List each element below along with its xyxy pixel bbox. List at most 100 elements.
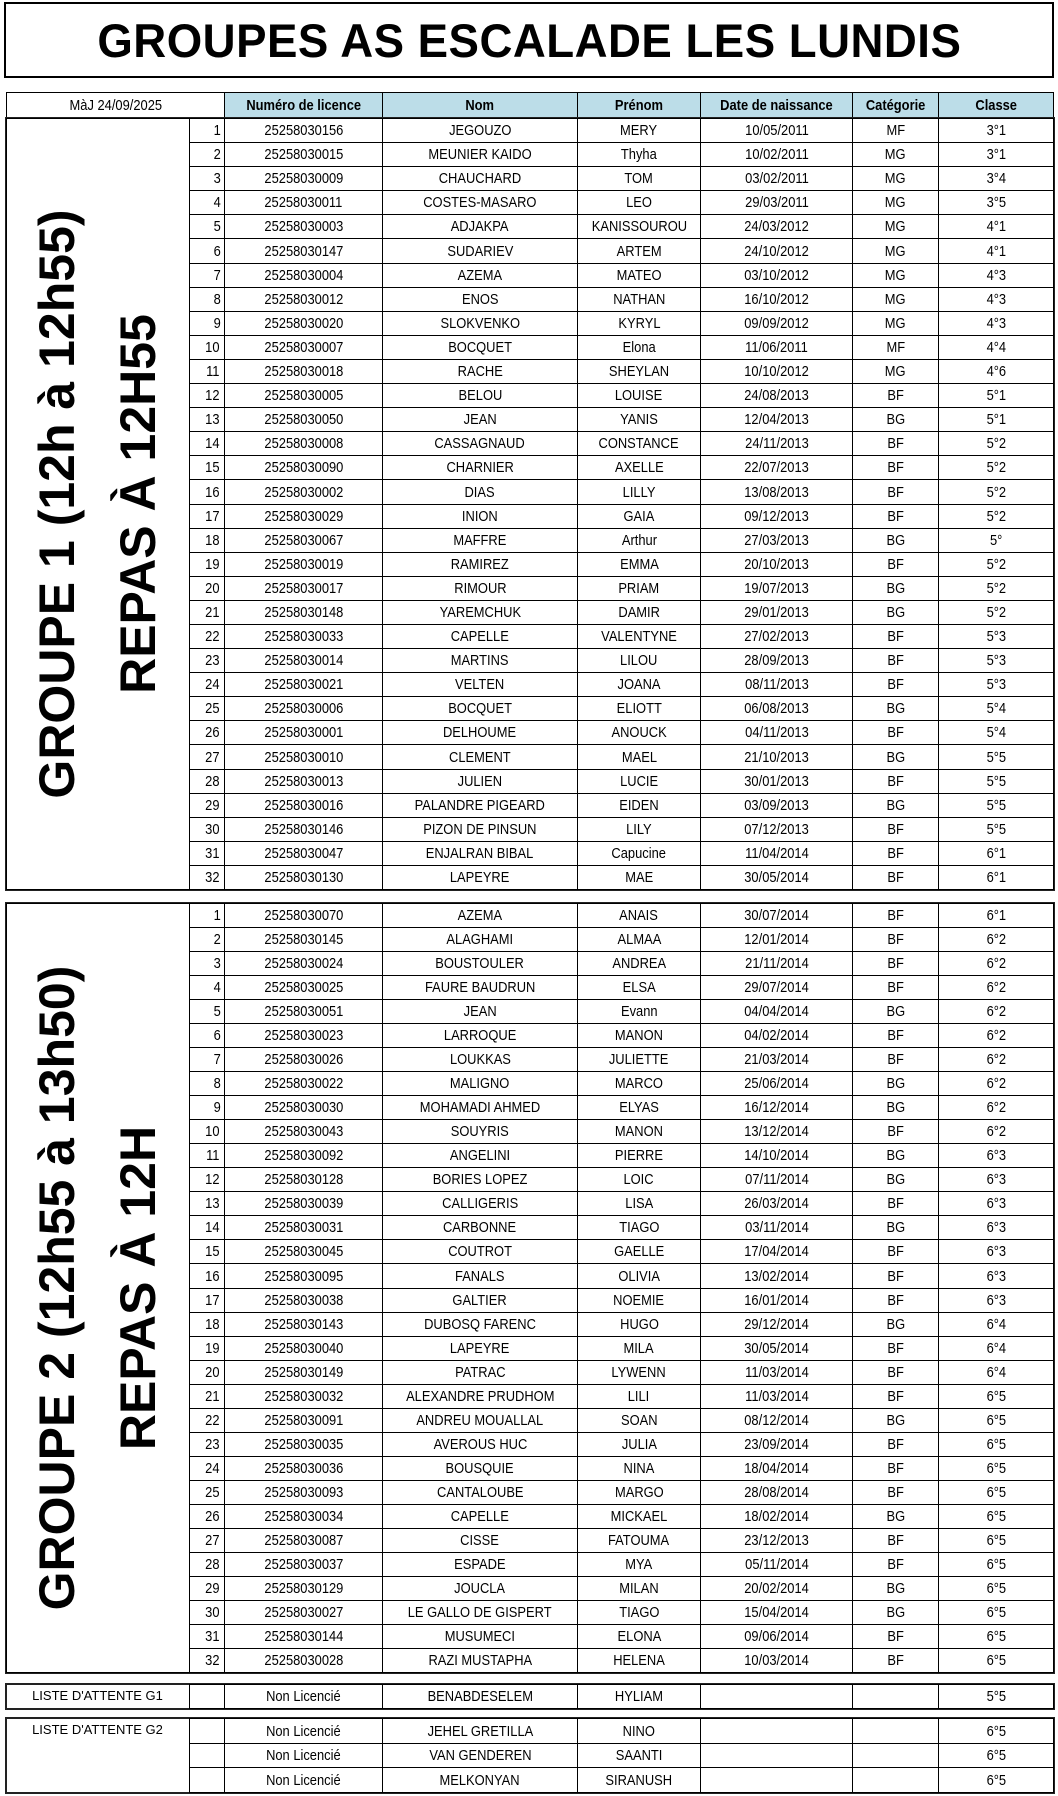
last-name-text: JULIEN	[457, 773, 503, 790]
licence-number: 25258030146	[224, 817, 383, 842]
birth-date-text: 17/04/2014	[744, 1243, 809, 1260]
licence-number: 25258030001	[224, 720, 383, 745]
first-name: MARGO	[577, 1480, 701, 1505]
licence-number-text: 25258030029	[264, 508, 343, 525]
row-number: 4	[189, 975, 225, 1000]
first-name: HYLIAM	[577, 1684, 701, 1709]
licence-number-text: 25258030010	[264, 748, 343, 766]
first-name-text: HUGO	[619, 1316, 659, 1333]
licence-number-text: 25258030144	[264, 1628, 343, 1645]
birth-date: 13/12/2014	[700, 1119, 853, 1144]
class: 6°2	[938, 927, 1054, 952]
birth-date-text: 07/11/2014	[744, 1171, 809, 1188]
row-number-text: 4	[213, 979, 221, 996]
row-number	[189, 1743, 225, 1768]
first-name: MATEO	[577, 263, 701, 288]
first-name-text: MAEL	[621, 748, 657, 766]
first-name: MAE	[577, 865, 701, 890]
category	[852, 1684, 939, 1709]
category-text: BG	[886, 580, 905, 597]
licence-number-text: 25258030130	[264, 869, 343, 886]
last-name-text: AVEROUS HUC	[433, 1436, 527, 1453]
first-name: SIRANUSH	[577, 1767, 701, 1793]
row-number	[189, 1718, 225, 1744]
first-name-text: MILA	[623, 1340, 655, 1357]
class-text: 6°5	[986, 1580, 1006, 1597]
first-name-text: DAMIR	[618, 604, 660, 621]
last-name: BOCQUET	[382, 335, 578, 360]
licence-number: 25258030030	[224, 1095, 383, 1120]
class-text: 6°5	[986, 1460, 1006, 1477]
birth-date: 11/03/2014	[700, 1360, 853, 1385]
row-number: 12	[189, 383, 225, 408]
category: BF	[852, 1119, 939, 1144]
last-name: FAURE BAUDRUN	[382, 975, 578, 1000]
category-text: MG	[885, 363, 906, 380]
birth-date: 11/03/2014	[700, 1384, 853, 1409]
licence-number: 25258030128	[224, 1167, 383, 1192]
class-text: 5°2	[986, 604, 1006, 621]
last-name: SOUYRIS	[382, 1119, 578, 1144]
category-text: BF	[887, 724, 904, 741]
birth-date-text: 18/04/2014	[744, 1460, 809, 1477]
licence-number-text: 25258030091	[264, 1412, 343, 1429]
category-text: BG	[886, 1075, 905, 1092]
class: 5°2	[938, 576, 1054, 601]
class: 4°3	[938, 263, 1054, 288]
licence-number-text: 25258030045	[264, 1243, 343, 1260]
category: BF	[852, 1023, 939, 1048]
licence-number-text: 25258030014	[264, 652, 343, 669]
last-name: ANGELINI	[382, 1143, 578, 1168]
licence-number-text: 25258030092	[264, 1147, 343, 1164]
licence-number-text: 25258030051	[264, 1003, 343, 1020]
licence-number: 25258030092	[224, 1143, 383, 1168]
first-name: KANISSOUROU	[577, 214, 701, 239]
licence-number: 25258030043	[224, 1119, 383, 1144]
row-number-text: 15	[205, 1243, 220, 1260]
licence-number-text: Non Licencié	[266, 1747, 341, 1764]
licence-number: 25258030025	[224, 975, 383, 1000]
first-name: Thyha	[577, 142, 701, 167]
row-number: 25	[189, 696, 225, 721]
licence-number: 25258030045	[224, 1239, 383, 1264]
category-text: BF	[887, 1051, 904, 1068]
last-name-text: DUBOSQ FARENC	[424, 1316, 536, 1333]
last-name-text: CANTALOUBE	[436, 1484, 524, 1501]
first-name-text: HYLIAM	[614, 1688, 664, 1705]
first-name-text: HELENA	[613, 1652, 665, 1669]
class-text: 6°5	[986, 1412, 1006, 1429]
class: 5°4	[938, 696, 1054, 721]
first-name: EIDEN	[577, 793, 701, 818]
last-name: DIAS	[382, 479, 578, 505]
last-name: ALAGHAMI	[382, 927, 578, 952]
class: 5°5	[938, 817, 1054, 842]
licence-number: 25258030143	[224, 1312, 383, 1337]
last-name-text: INION	[462, 508, 498, 525]
row-number-text: 24	[205, 676, 220, 693]
last-name-text: SOUYRIS	[450, 1123, 510, 1140]
last-name: BOCQUET	[382, 696, 578, 721]
last-name: RIMOUR	[382, 576, 578, 601]
class-text: 5°2	[986, 556, 1006, 573]
class-text: 5°2	[986, 435, 1006, 452]
birth-date: 30/05/2014	[700, 865, 853, 890]
category: BF	[852, 769, 939, 794]
birth-date-text: 19/07/2013	[744, 580, 809, 597]
licence-number-text: 25258030040	[264, 1340, 343, 1357]
last-name-text: RAZI MUSTAPHA	[428, 1652, 532, 1669]
first-name: MILA	[577, 1336, 701, 1361]
row-number: 13	[189, 1191, 225, 1216]
category: BG	[852, 696, 939, 721]
first-name-text: TIAGO	[618, 1604, 660, 1621]
first-name-text: LISA	[625, 1195, 653, 1212]
first-name-text: MATEO	[616, 267, 662, 284]
last-name-text: PATRAC	[454, 1364, 506, 1381]
last-name: ENOS	[382, 287, 578, 312]
first-name-text: MARCO	[614, 1075, 664, 1092]
licence-number-text: 25258030004	[264, 267, 343, 284]
last-name: SLOKVENKO	[382, 311, 578, 336]
birth-date: 28/09/2013	[700, 648, 853, 673]
row-number: 27	[189, 744, 225, 770]
licence-number-text: 25258030001	[264, 724, 343, 741]
category-text: BF	[887, 483, 904, 501]
